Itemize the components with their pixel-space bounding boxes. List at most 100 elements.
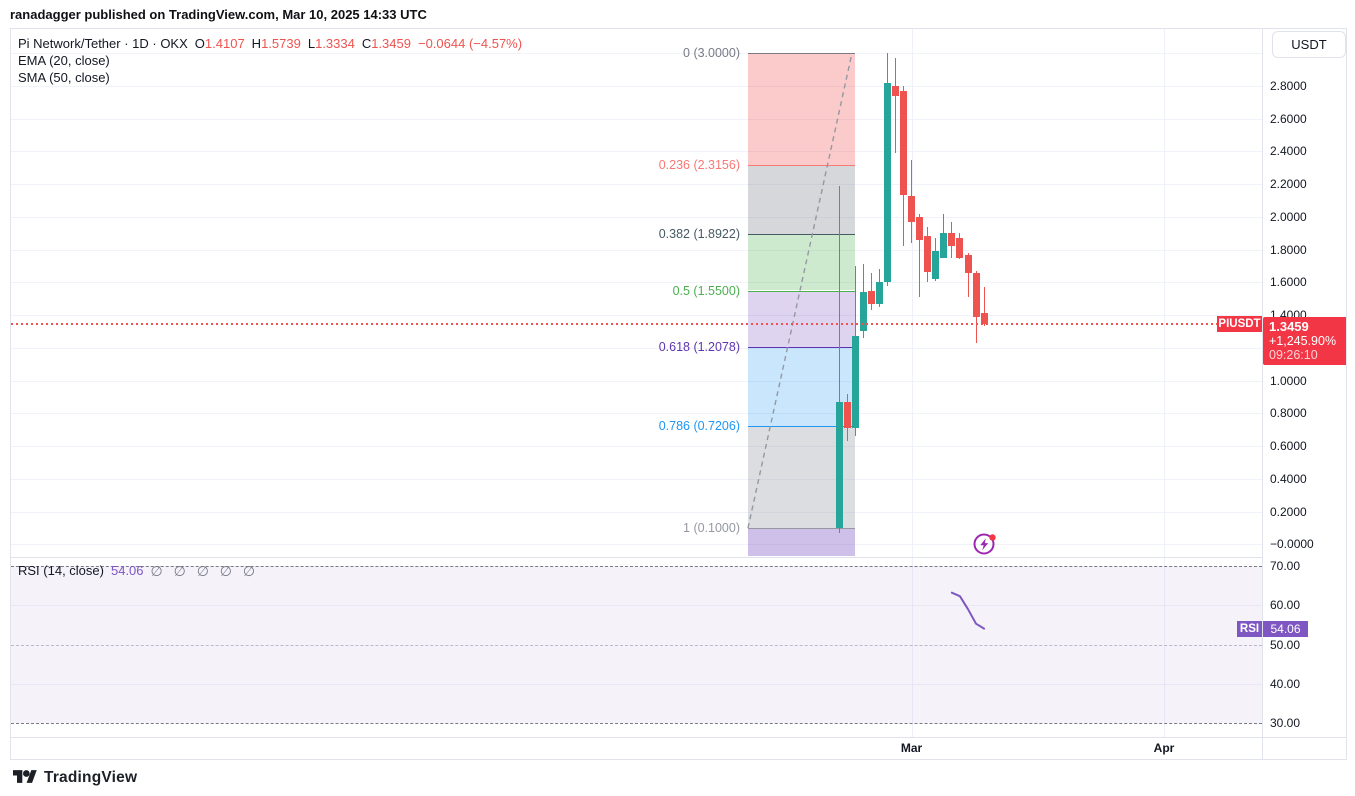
symbol-price-line-tag[interactable]: PIUSDT — [1217, 316, 1262, 332]
candle-body — [924, 236, 932, 273]
price-axis-tick[interactable]: 0.8000 — [1270, 406, 1307, 421]
grid-line-h — [11, 118, 1262, 120]
grid-line-h — [11, 315, 1262, 317]
sma-label: SMA (50, close) — [18, 70, 110, 85]
price-axis-tick[interactable]: 0.2000 — [1270, 504, 1307, 519]
price-axis-tick[interactable]: 1.8000 — [1270, 242, 1307, 257]
candle-body — [964, 254, 972, 273]
time-axis-separator — [11, 737, 1347, 738]
ema-legend-row[interactable]: EMA (20, close) — [18, 53, 522, 69]
rsi-na-indicators: ∅ ∅ ∅ ∅ ∅ — [150, 563, 256, 579]
candle-wick — [967, 252, 969, 297]
time-axis-tick[interactable]: Mar — [900, 741, 923, 755]
candle-wick — [919, 213, 921, 297]
rsi-band-line — [11, 723, 1262, 725]
rsi-axis-tick[interactable]: 30.00 — [1270, 716, 1301, 731]
grid-line-h — [11, 347, 1262, 349]
candle-body — [916, 216, 924, 240]
rsi-axis-tick[interactable]: 50.00 — [1270, 637, 1301, 652]
fib-band — [748, 53, 855, 166]
sma-legend-row[interactable]: SMA (50, close) — [18, 70, 522, 86]
ohlc-low: L1.3334 — [307, 36, 355, 51]
last-price: 1.3459 — [1269, 319, 1309, 334]
candle-body — [900, 90, 907, 196]
price-axis-tick[interactable]: 0.6000 — [1270, 439, 1307, 454]
price-axis-tick[interactable]: 1.6000 — [1270, 275, 1307, 290]
last-price-axis-label[interactable]: 1.3459 +1,245.90% 09:26:10 — [1263, 317, 1347, 365]
symbol-title[interactable]: Pi Network/Tether · 1D · OKX — [18, 36, 188, 51]
candle-body — [851, 336, 859, 429]
time-axis-tick[interactable]: Apr — [1153, 741, 1175, 755]
symbol-legend-row[interactable]: Pi Network/Tether · 1D · OKX O1.4107 H1.… — [18, 36, 522, 52]
rsi-band-line — [11, 644, 1262, 646]
price-axis-tick[interactable]: 0.4000 — [1270, 471, 1307, 486]
candle-wick — [894, 57, 896, 153]
candle-body — [980, 313, 988, 324]
grid-line-h — [11, 184, 1262, 185]
fib-level-label: 0.236 (2.3156) — [658, 158, 740, 173]
ohlc-high: H1.5739 — [251, 36, 301, 51]
pane-separator[interactable] — [11, 557, 1262, 558]
candle-body — [948, 233, 956, 247]
price-axis-tick[interactable]: 2.0000 — [1270, 209, 1307, 224]
rsi-axis-tick[interactable]: 70.00 — [1270, 559, 1301, 573]
rsi-axis-tick[interactable]: 60.00 — [1270, 598, 1301, 613]
rsi-axis-value: 54.06 — [1270, 621, 1301, 636]
grid-line-v — [1164, 558, 1165, 737]
fib-level-label: 1 (0.1000) — [683, 521, 740, 535]
rsi-band-line — [11, 566, 1262, 567]
candle-body — [932, 251, 940, 279]
lightning-event-icon[interactable] — [971, 529, 999, 557]
fib-band — [748, 528, 855, 556]
candle-body — [843, 401, 851, 429]
candle-body — [835, 401, 843, 528]
grid-line-h — [11, 53, 1262, 54]
tradingview-logo-text: TradingView — [44, 768, 138, 786]
symbol-tag-text: PIUSDT — [1218, 317, 1261, 330]
rsi-title: RSI (14, close) — [18, 563, 104, 578]
fib-level-line — [748, 165, 855, 167]
price-axis-tick[interactable]: −0.0000 — [1270, 537, 1314, 552]
price-axis-tick[interactable]: 2.8000 — [1270, 78, 1307, 93]
grid-line-h — [11, 683, 1262, 685]
currency-label: USDT — [1291, 37, 1327, 52]
candle-body — [908, 195, 915, 222]
candle-wick — [983, 286, 985, 326]
rsi-legend-row[interactable]: RSI (14, close) 54.06 ∅ ∅ ∅ ∅ ∅ — [18, 563, 255, 579]
grid-line-h — [11, 544, 1262, 546]
bar-countdown: 09:26:10 — [1269, 348, 1318, 362]
rsi-axis-tick[interactable]: 40.00 — [1270, 676, 1301, 691]
published-byline: ranadagger published on TradingView.com,… — [10, 7, 427, 22]
price-axis-tick[interactable]: 2.2000 — [1270, 177, 1307, 191]
fib-level-line — [748, 528, 855, 529]
grid-line-h — [11, 151, 1262, 153]
price-axis-tick[interactable]: 2.6000 — [1270, 111, 1307, 126]
grid-line-h — [11, 511, 1262, 513]
rsi-line-tag: RSI — [1237, 621, 1262, 637]
fib-level-label: 0.382 (1.8922) — [658, 227, 740, 242]
candle-wick — [838, 185, 840, 533]
tradingview-logo[interactable]: TradingView — [13, 768, 137, 787]
grid-line-v — [911, 29, 913, 557]
rsi-current-value: 54.06 — [110, 563, 144, 578]
fib-level-label: 0.786 (0.7206) — [658, 419, 740, 434]
candle-body — [956, 238, 964, 258]
change-value: −0.0644 (−4.57%) — [417, 36, 523, 51]
grid-line-h — [11, 85, 1262, 87]
candle-body — [859, 292, 867, 332]
fib-level-label: 0.5 (1.5500) — [672, 283, 740, 298]
grid-line-v — [1164, 29, 1165, 557]
currency-toggle-button[interactable]: USDT — [1272, 31, 1346, 58]
grid-line-h — [11, 478, 1262, 480]
candle-body — [867, 290, 875, 304]
price-axis-tick[interactable]: 1.0000 — [1270, 373, 1307, 388]
candle-body — [875, 282, 883, 304]
price-axis-separator — [1262, 29, 1263, 760]
ohlc-close: C1.3459 — [361, 36, 411, 51]
price-axis-tick[interactable]: 2.4000 — [1270, 144, 1307, 159]
rsi-axis-value-label: 54.06 — [1263, 621, 1308, 637]
change-percent: +1,245.90% — [1269, 334, 1337, 348]
current-price-line — [11, 322, 1262, 325]
candle-body — [972, 272, 980, 317]
